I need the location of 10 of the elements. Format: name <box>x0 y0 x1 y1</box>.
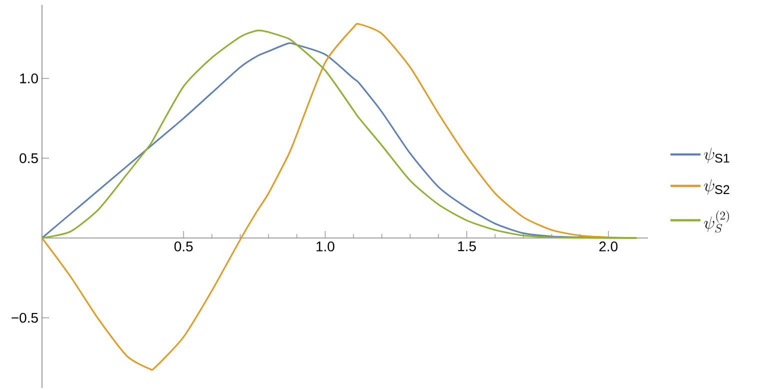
x-tick-label: 2.0 <box>599 242 618 252</box>
legend-label: $\psi_{\mathrm{S1}}$ <box>704 148 730 164</box>
y-tick-label: 1.0 <box>20 73 38 84</box>
legend-label: $\psi_{S}^{(2)}$ <box>704 210 729 233</box>
y-tick-label: −0.5 <box>12 312 38 323</box>
y-tick-label: 0.5 <box>20 153 38 164</box>
x-tick-label: 1.5 <box>458 242 476 252</box>
legend-label: $\psi_{\mathrm{S2}}$ <box>704 179 730 195</box>
x-tick-label: 0.5 <box>174 242 193 252</box>
x-tick-label: 1.0 <box>316 242 334 252</box>
